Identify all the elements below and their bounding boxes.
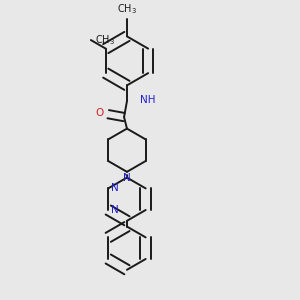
Text: N: N	[111, 183, 119, 194]
Text: N: N	[123, 173, 131, 183]
Text: O: O	[96, 108, 104, 118]
Text: CH$_3$: CH$_3$	[95, 33, 115, 47]
Text: N: N	[111, 205, 119, 215]
Text: CH$_3$: CH$_3$	[117, 3, 137, 16]
Text: NH: NH	[140, 95, 155, 105]
